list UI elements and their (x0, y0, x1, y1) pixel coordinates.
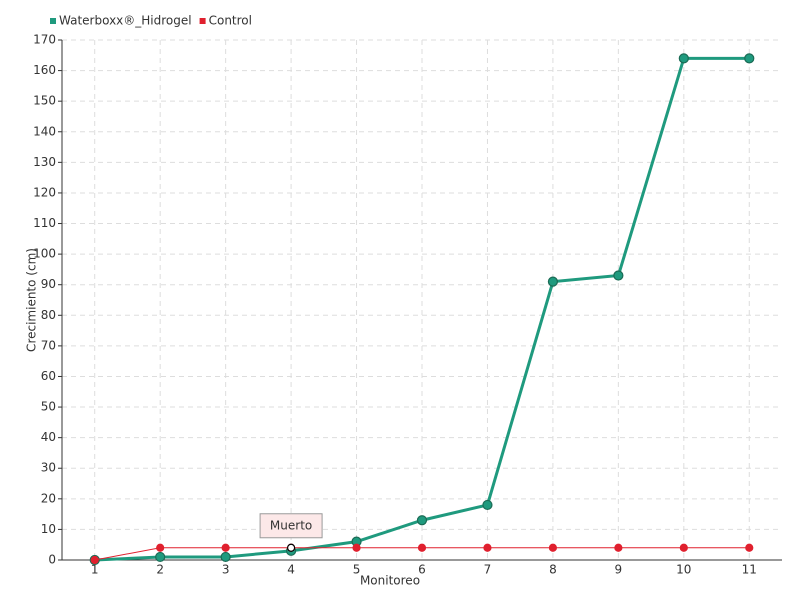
y-tick-label: 160 (33, 63, 56, 77)
x-tick-label: 7 (484, 563, 492, 577)
data-point (745, 543, 754, 552)
data-point (90, 555, 99, 565)
x-tick-label: 5 (353, 563, 361, 577)
data-point (613, 270, 624, 281)
y-tick-label: 170 (33, 33, 56, 47)
y-tick-label: 50 (41, 400, 56, 414)
data-point (352, 543, 361, 552)
y-tick-label: 150 (33, 94, 56, 108)
data-point (417, 543, 427, 552)
data-point (744, 53, 755, 64)
legend-swatch (199, 18, 206, 24)
data-point (220, 551, 231, 563)
data-point (221, 543, 230, 552)
legend-swatch (50, 18, 56, 24)
x-tick-label: 6 (418, 563, 426, 577)
data-point (614, 543, 623, 552)
legend-label: Waterboxx®_Hidrogel (59, 14, 192, 28)
x-tick-label: 2 (156, 563, 164, 577)
annotation-text: Muerto (270, 518, 312, 532)
y-tick-label: 40 (41, 430, 56, 444)
y-tick-label: 90 (41, 277, 56, 291)
y-tick-label: 100 (33, 247, 56, 261)
y-tick-label: 20 (41, 491, 56, 505)
data-point (483, 543, 492, 552)
y-tick-label: 70 (41, 338, 56, 352)
x-tick-label: 1 (91, 563, 99, 577)
annotation-box (259, 513, 323, 539)
data-point (548, 543, 558, 552)
y-axis-label: Crecimiento (cm) (25, 248, 39, 352)
data-point (482, 499, 493, 511)
y-tick-label: 110 (33, 216, 56, 230)
x-tick-label: 3 (222, 563, 230, 577)
y-tick-label: 80 (41, 308, 56, 322)
x-tick-label: 8 (549, 563, 557, 577)
y-tick-label: 0 (48, 553, 56, 567)
y-tick-label: 140 (33, 124, 56, 138)
x-tick-label: 10 (676, 563, 691, 577)
y-tick-label: 120 (33, 185, 56, 199)
x-axis-label: Monitoreo (360, 574, 420, 588)
data-point (678, 53, 689, 64)
data-point (156, 543, 165, 552)
annotation-marker (286, 543, 296, 552)
legend-label: Control (209, 14, 252, 28)
data-point (679, 543, 688, 552)
y-tick-label: 130 (33, 155, 56, 169)
data-point (416, 515, 428, 526)
y-tick-label: 10 (41, 522, 56, 536)
data-point (547, 276, 559, 287)
y-tick-label: 30 (41, 461, 56, 475)
x-tick-label: 11 (742, 563, 757, 577)
y-tick-label: 60 (41, 369, 56, 383)
x-tick-label: 9 (615, 563, 623, 577)
data-point (155, 551, 166, 563)
x-tick-label: 4 (287, 563, 295, 577)
